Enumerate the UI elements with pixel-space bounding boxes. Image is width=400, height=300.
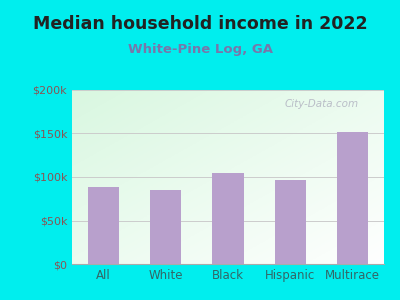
Bar (212, 172, 244, 264)
Text: White-Pine Log, GA: White-Pine Log, GA (128, 44, 272, 56)
Bar (275, 180, 306, 264)
Bar (88, 188, 119, 264)
Text: Median household income in 2022: Median household income in 2022 (33, 15, 367, 33)
Text: City-Data.com: City-Data.com (284, 99, 358, 109)
Bar (150, 190, 181, 264)
Bar (337, 132, 368, 264)
